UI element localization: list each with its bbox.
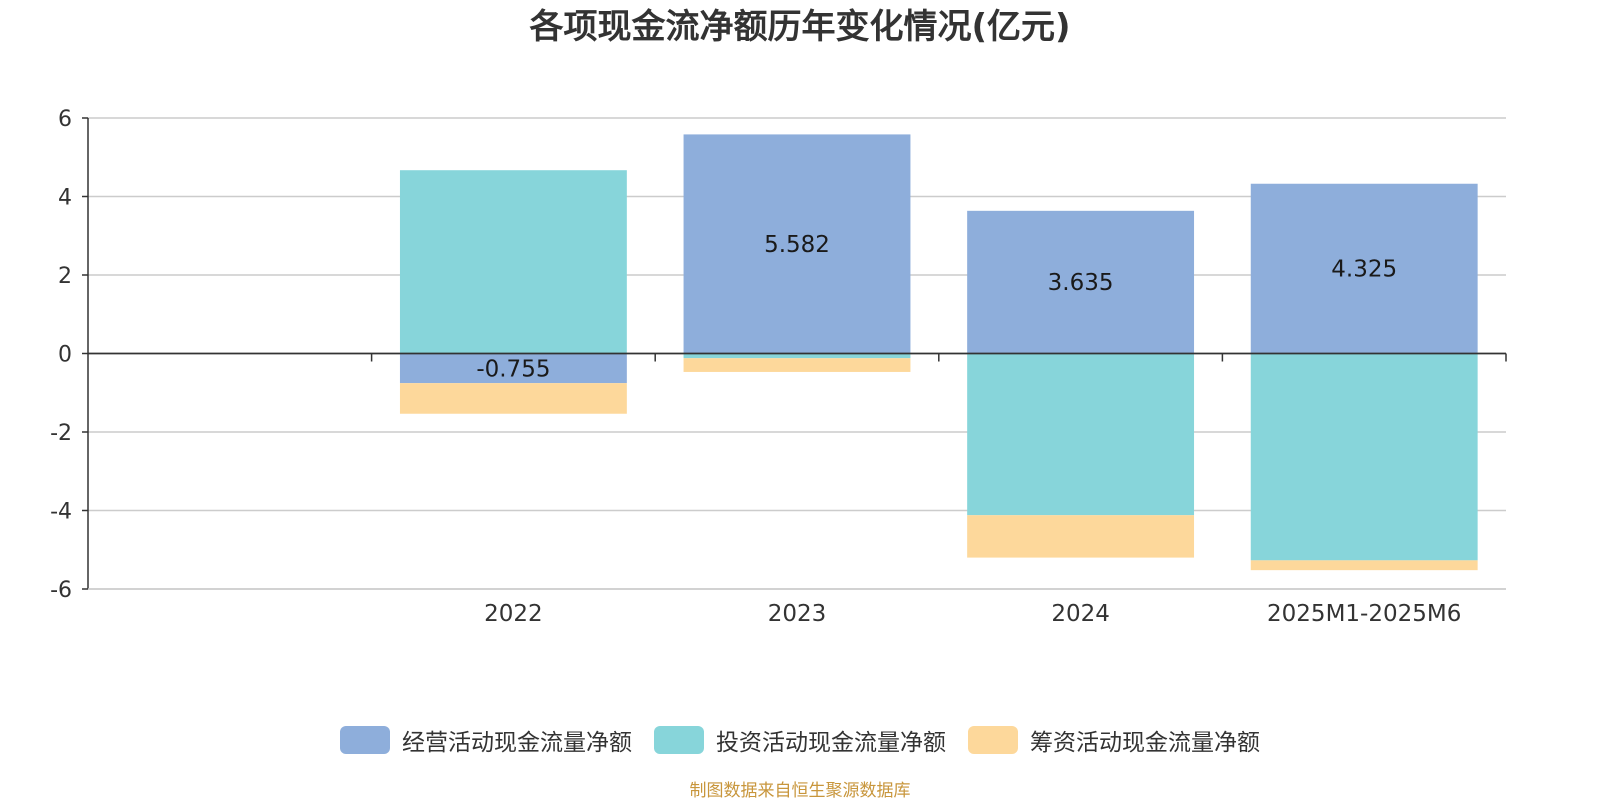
data-label: 3.635 (1048, 270, 1114, 296)
y-tick-label: 2 (58, 264, 72, 289)
bar-segment (967, 210, 1195, 354)
legend-swatch-investing (654, 726, 704, 754)
bar-segment (399, 353, 627, 384)
data-label: 4.325 (1331, 257, 1397, 283)
bar-segment (1250, 353, 1478, 561)
x-tick-label: 2024 (1051, 601, 1110, 627)
bar-segment (683, 358, 911, 372)
x-tick-label: 2023 (768, 601, 827, 627)
y-tick-label: -2 (50, 421, 72, 446)
legend-swatch-operating (340, 726, 390, 754)
bar-segment (399, 170, 627, 354)
y-tick-label: -4 (50, 500, 72, 525)
y-tick-label: -6 (50, 578, 72, 603)
y-tick-label: 6 (58, 107, 72, 132)
bar-segment (683, 353, 911, 359)
x-tick-label: 2025M1-2025M6 (1267, 601, 1461, 627)
x-tick-label: 2022 (484, 601, 543, 627)
legend-label-investing: 投资活动现金流量净额 (716, 730, 946, 756)
data-label: 5.582 (764, 232, 830, 258)
legend-item-operating[interactable]: 经营活动现金流量净额 (340, 723, 632, 757)
legend-swatch-financing (968, 726, 1018, 754)
source-note: 制图数据来自恒生聚源数据库 (689, 781, 911, 801)
data-label: -0.755 (476, 356, 550, 382)
legend-item-investing[interactable]: 投资活动现金流量净额 (654, 723, 946, 757)
legend-label-operating: 经营活动现金流量净额 (402, 730, 632, 756)
y-tick-label: 4 (58, 186, 72, 211)
bar-segment (1250, 560, 1478, 571)
y-tick-label: 0 (58, 343, 72, 368)
bar-segment (967, 515, 1195, 558)
legend-label-financing: 筹资活动现金流量净额 (1030, 730, 1260, 756)
legend: 经营活动现金流量净额 投资活动现金流量净额 筹资活动现金流量净额 (0, 720, 1600, 760)
legend-item-financing[interactable]: 筹资活动现金流量净额 (968, 723, 1260, 757)
chart-title: 各项现金流净额历年变化情况(亿元) (529, 7, 1071, 47)
bar-segment (683, 134, 911, 354)
bar-segment (1250, 183, 1478, 354)
bar-segment (399, 383, 627, 414)
bar-segment (967, 353, 1195, 516)
